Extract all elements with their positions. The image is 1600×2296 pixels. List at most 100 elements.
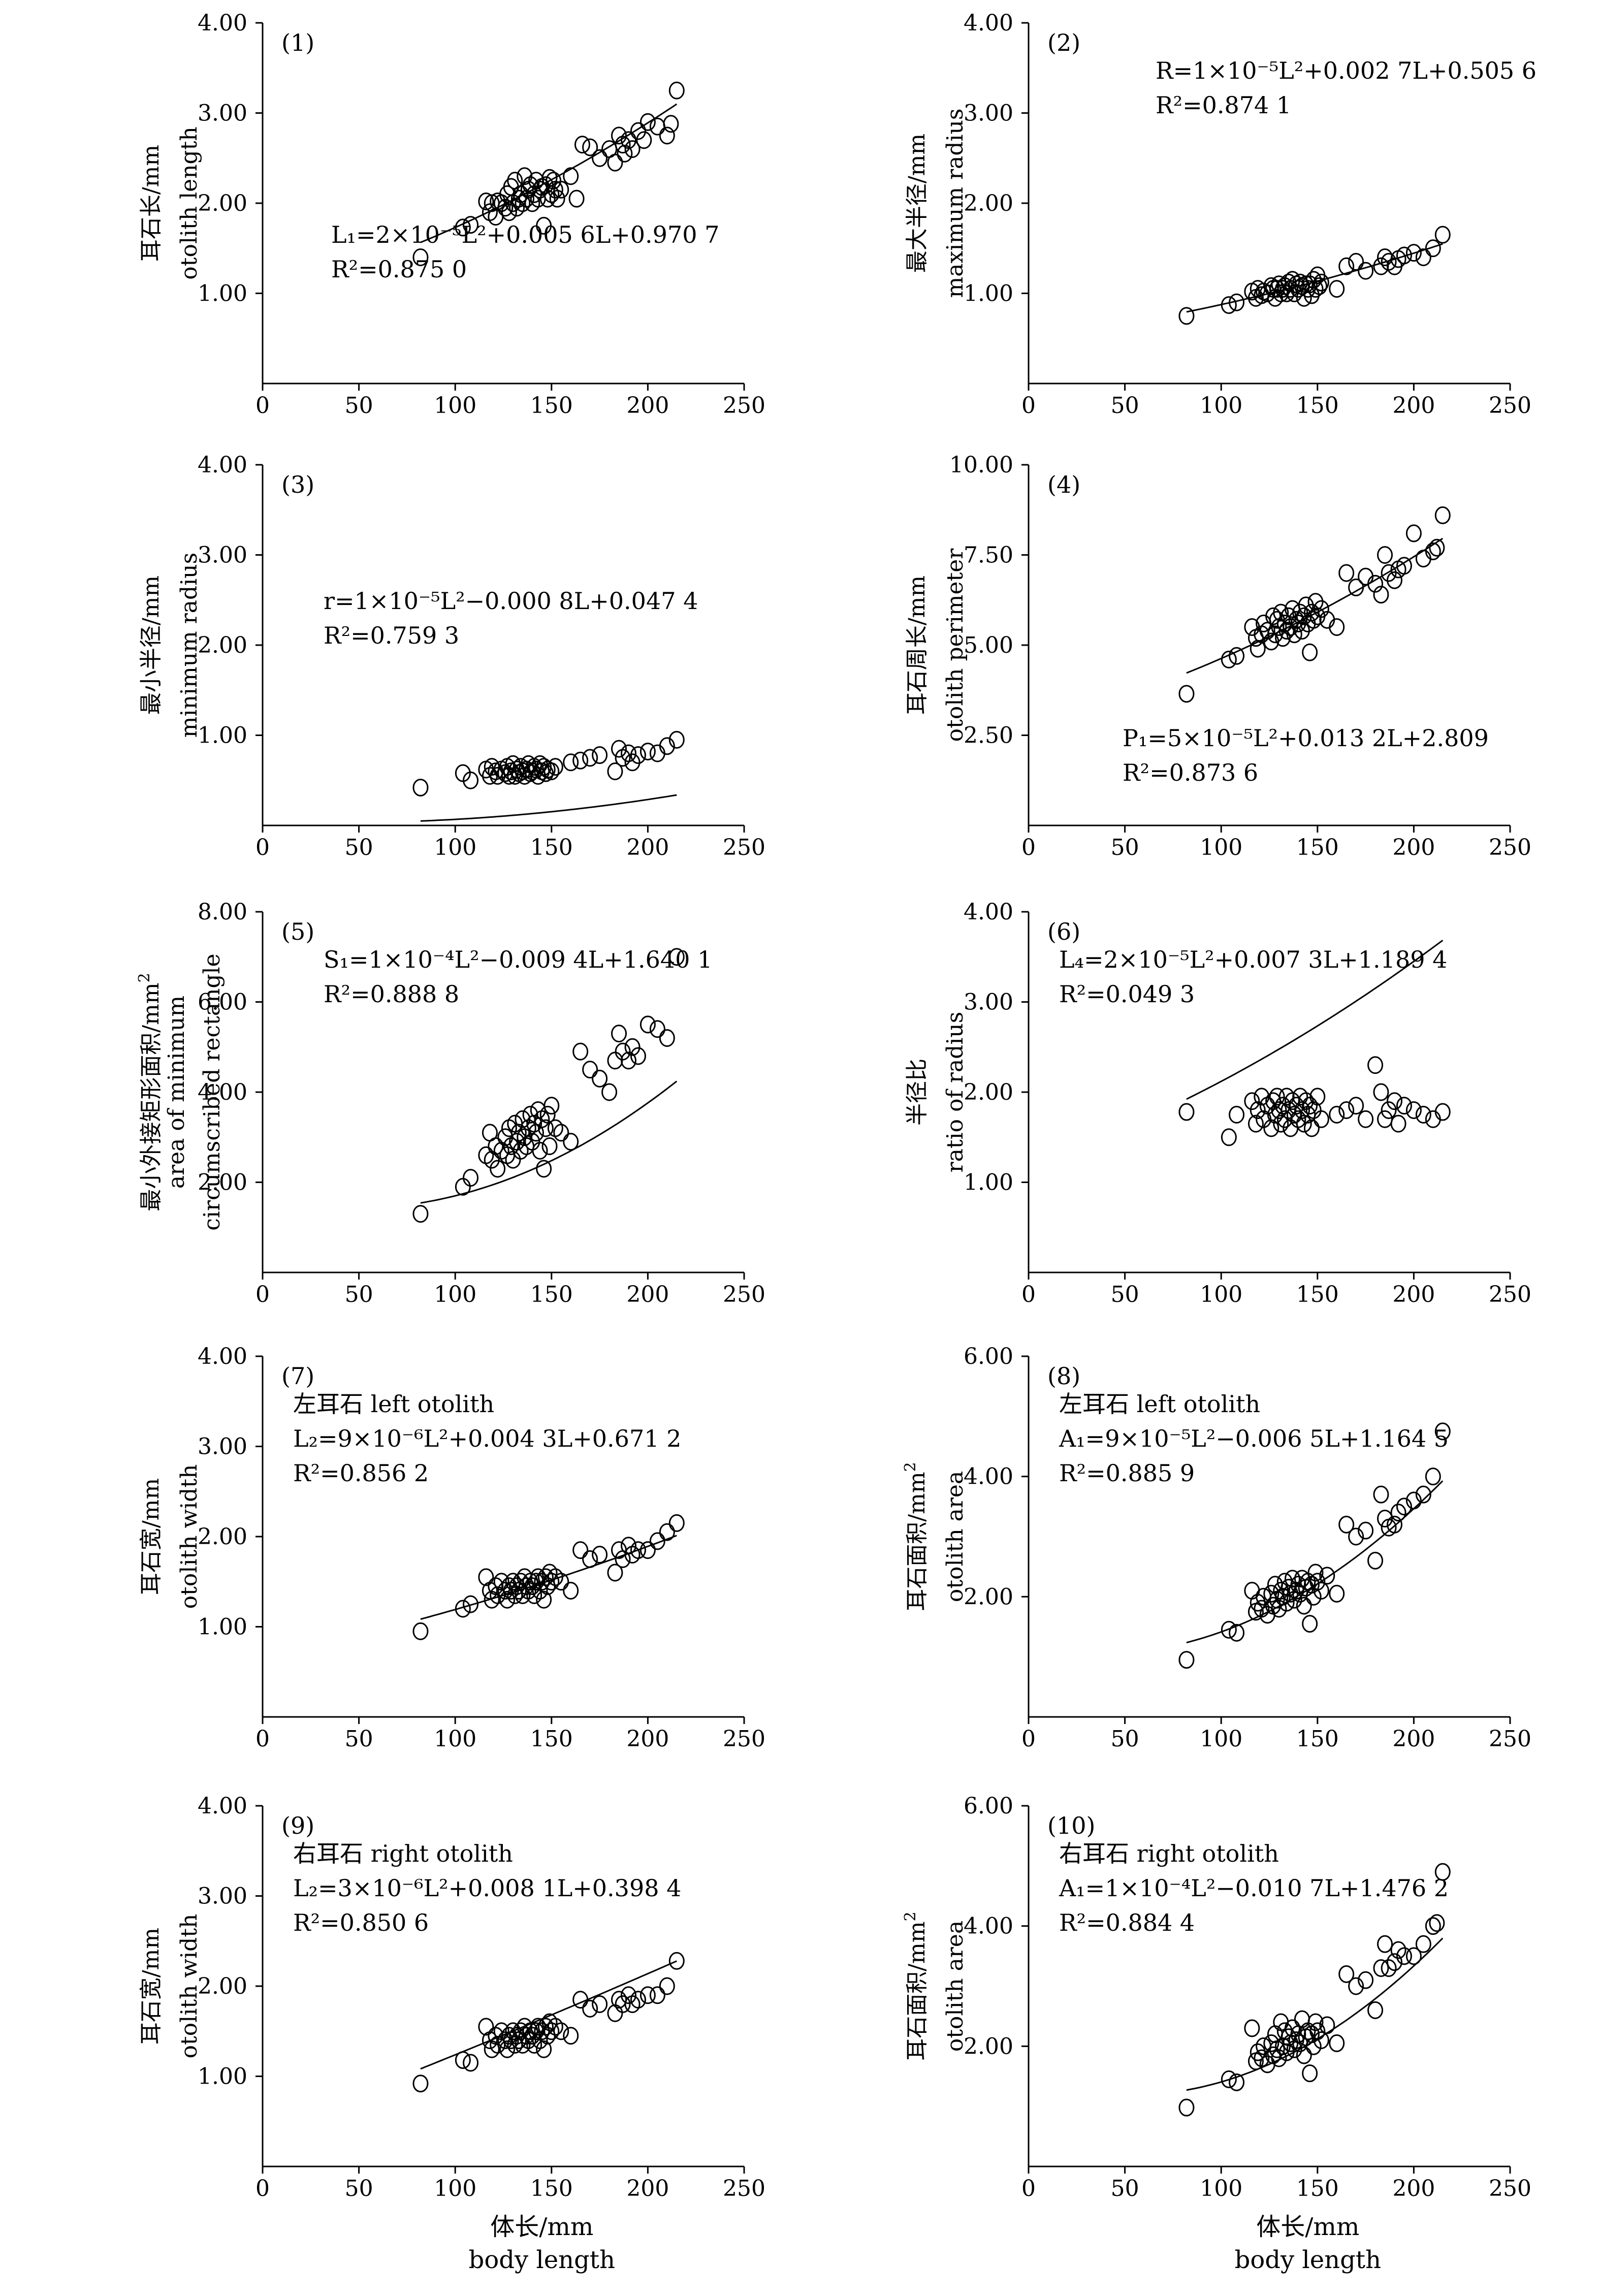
- data-point: [517, 167, 533, 185]
- y-tick-label: 1.00: [198, 723, 247, 749]
- data-point: [463, 1169, 479, 1187]
- data-point: [1296, 1597, 1312, 1615]
- y-axis-label-en: otolith width: [176, 1914, 202, 2059]
- data-point: [536, 1590, 552, 1609]
- data-point: [592, 746, 608, 764]
- data-point: [1338, 257, 1355, 275]
- x-tick-label: 100: [434, 1282, 476, 1308]
- data-point: [1307, 280, 1324, 298]
- fit-curve: [1186, 939, 1444, 1100]
- data-point: [1396, 557, 1412, 575]
- data-point: [639, 1015, 656, 1034]
- data-point: [572, 1541, 589, 1559]
- data-point: [630, 122, 646, 140]
- data-point: [478, 2018, 494, 2036]
- data-point: [617, 144, 633, 163]
- data-point: [1273, 1114, 1289, 1133]
- data-point: [1390, 1504, 1406, 1522]
- data-point: [532, 1141, 548, 1160]
- y-axis-label-en: otolith width: [176, 1464, 202, 1609]
- data-point: [582, 138, 598, 156]
- data-point: [1296, 1114, 1312, 1133]
- data-point: [1292, 603, 1308, 622]
- y-tick-label: 7.50: [964, 543, 1013, 568]
- y-tick-label: 2.00: [198, 632, 247, 658]
- data-point: [1396, 246, 1412, 265]
- equation-line: R²=0.856 2: [293, 1459, 429, 1487]
- y-axis-label-en: ratio of radius: [942, 1012, 968, 1173]
- data-point: [1396, 1097, 1412, 1115]
- data-point: [547, 180, 563, 199]
- equation-line: 左耳石 left otolith: [293, 1390, 494, 1418]
- data-point: [1313, 1582, 1329, 1600]
- data-point: [1309, 2022, 1326, 2040]
- data-point: [412, 248, 429, 266]
- y-tick-label: 4.00: [964, 1464, 1013, 1490]
- data-point: [1429, 538, 1445, 557]
- y-tick-label: 2.00: [964, 1584, 1013, 1610]
- data-point: [543, 2022, 560, 2040]
- data-point: [1302, 643, 1318, 661]
- data-point: [592, 1995, 608, 2013]
- y-axis-label-cn-text: 耳石宽/mm: [138, 1478, 164, 1595]
- data-point: [536, 1160, 552, 1178]
- data-point: [1178, 2098, 1195, 2117]
- data-point: [1303, 1119, 1320, 1137]
- data-point: [624, 753, 641, 772]
- data-point: [455, 1177, 471, 1196]
- data-point: [1390, 1114, 1406, 1133]
- data-point: [563, 1582, 579, 1600]
- data-point: [1250, 2043, 1266, 2061]
- equation-line: R²=0.885 9: [1059, 1459, 1195, 1487]
- data-point: [1294, 622, 1310, 640]
- y-axis-label-en: area of minimum: [164, 996, 189, 1189]
- data-point: [1273, 603, 1289, 622]
- data-point: [1221, 1128, 1237, 1146]
- x-tick-label: 0: [1021, 1726, 1036, 1752]
- panel-1: 0 50 100 150 200 250 1.00 2.00 3.00 4.00 (1) 耳石长/mm…: [138, 10, 765, 419]
- y-tick-label: 3.00: [198, 101, 247, 126]
- data-point: [1373, 1083, 1389, 1101]
- data-point: [582, 749, 598, 767]
- y-tick-label: 2.00: [964, 1079, 1013, 1105]
- equation-line: R²=0.874 1: [1156, 91, 1291, 119]
- data-point: [639, 1541, 656, 1559]
- x-tick-label: 200: [1392, 1282, 1435, 1308]
- data-point: [1247, 1114, 1264, 1133]
- data-point: [1425, 542, 1441, 560]
- panel-4: 0 50 100 150 200 250 2.50 5.00 7.50 10.00 (4) 耳石周长/…: [904, 452, 1531, 860]
- y-axis-label-cn: 耳石面积/mm2: [902, 1462, 930, 1611]
- data-point: [1313, 600, 1329, 618]
- data-point: [1329, 1105, 1345, 1124]
- y-axis-label-en: otolith area: [942, 1471, 968, 1602]
- y-axis-label-superscript: 2: [902, 1911, 919, 1921]
- data-point: [1178, 1651, 1195, 1669]
- x-tick-label: 150: [1296, 2176, 1339, 2202]
- data-point: [639, 742, 656, 760]
- data-point: [668, 730, 685, 749]
- data-point: [620, 744, 636, 762]
- data-point: [1229, 647, 1245, 665]
- data-point: [1298, 596, 1314, 615]
- x-tick-label: 150: [1296, 1726, 1339, 1752]
- data-point: [1367, 575, 1384, 593]
- data-point: [539, 1105, 556, 1124]
- y-axis-label-cn-text: 半径比: [904, 1059, 930, 1126]
- data-point: [1390, 1941, 1406, 1959]
- data-point: [1338, 1965, 1355, 1983]
- data-point: [524, 1577, 540, 1596]
- x-tick-label: 150: [530, 2176, 573, 2202]
- y-tick-label: 2.00: [198, 1524, 247, 1550]
- y-tick-label: 2.00: [198, 1973, 247, 1999]
- data-point: [553, 2022, 569, 2040]
- data-point: [412, 1622, 429, 1640]
- data-point: [478, 1568, 494, 1586]
- x-tick-label: 250: [1489, 2176, 1531, 2202]
- x-tick-label: 0: [255, 1726, 270, 1752]
- data-point: [668, 1952, 685, 1970]
- panel-label: (3): [281, 471, 314, 498]
- data-point: [563, 2027, 579, 2045]
- equation-line: R²=0.759 3: [324, 622, 459, 649]
- data-point: [1373, 1959, 1389, 1977]
- data-point: [611, 1541, 627, 1559]
